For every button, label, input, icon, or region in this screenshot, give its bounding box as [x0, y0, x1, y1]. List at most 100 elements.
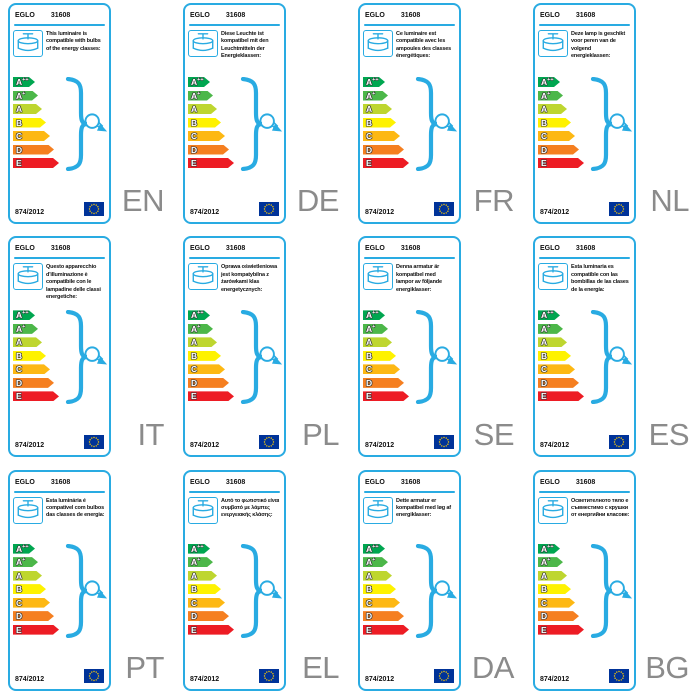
energy-class-arrow: D [363, 611, 404, 621]
language-code: NL [650, 183, 689, 219]
energy-arrow-list: A ++ A + A B C D E [188, 544, 284, 635]
card-body: Αυτό το φωτιστικό είναι συμβατό με λάμπε… [185, 493, 284, 542]
card-header: EGLO 31608 [360, 472, 459, 489]
energy-class-sup: ++ [22, 543, 29, 550]
energy-scale: A ++ A + A B C D E [363, 543, 459, 638]
energy-class-arrow: B [188, 118, 221, 128]
energy-class-arrow: E [538, 625, 584, 635]
language-code: FR [473, 183, 515, 219]
compatibility-text: Esta luminária é compatível com bulbos d… [46, 497, 105, 519]
regulation-number: 874/2012 [190, 675, 220, 683]
energy-class-arrow: A [13, 104, 42, 114]
energy-arrow-list: A ++ A + A B C D E [188, 77, 284, 168]
energy-class-arrow: A [188, 337, 217, 347]
brand-text: EGLO [190, 245, 210, 253]
bulb-arrow-icon [609, 346, 633, 365]
compatibility-text: Diese Leuchte ist kompatibel mit den Leu… [221, 31, 269, 60]
energy-scale: A ++ A + A B C D E [188, 543, 284, 638]
energy-class-letter: B [366, 350, 373, 361]
energy-class-sup: ++ [547, 77, 554, 83]
label-cell: EGLO 31608 Осветителното тяло е съвмести… [525, 467, 700, 700]
energy-class-sup: ++ [372, 77, 379, 83]
bulb-arrow-icon [434, 346, 458, 365]
energy-class-letter: E [366, 624, 372, 635]
regulation-number: 874/2012 [190, 442, 220, 450]
card-footer: 874/2012 [360, 202, 459, 222]
energy-label-card: EGLO 31608 Αυτό το φωτιστικό είναι συμβα… [183, 469, 286, 691]
energy-class-arrow: A + [538, 91, 563, 101]
language-code: IT [137, 416, 164, 452]
language-code: ES [648, 416, 690, 452]
energy-class-letter: B [541, 350, 548, 361]
energy-class-letter: A [191, 543, 198, 554]
energy-class-arrow: C [13, 131, 50, 141]
energy-class-arrow: A ++ [13, 77, 35, 87]
bulb-arrow-icon [434, 580, 458, 599]
bulb-arrow-icon [84, 580, 108, 599]
card-header: EGLO 31608 [10, 5, 109, 22]
energy-class-letter: A [366, 337, 373, 348]
header-divider [539, 24, 630, 26]
energy-class-arrow: B [363, 584, 396, 594]
brand-text: EGLO [365, 478, 385, 486]
energy-class-letter: A [191, 570, 198, 581]
card-header: EGLO 31608 [10, 238, 109, 255]
energy-class-letter: A [541, 90, 548, 101]
energy-class-letter: D [541, 611, 548, 622]
energy-class-sup: + [547, 323, 551, 330]
energy-class-letter: D [366, 377, 373, 388]
header-divider [14, 490, 105, 493]
model-number: 31608 [575, 12, 596, 19]
energy-class-sup: + [197, 323, 201, 330]
energy-class-letter: A [16, 543, 23, 554]
energy-class-letter: A [16, 557, 23, 568]
energy-class-letter: A [366, 543, 373, 554]
energy-class-arrow: A [538, 571, 567, 581]
energy-class-arrow: C [538, 364, 575, 374]
label-cell: EGLO 31608 Deze lamp is geschikt voor pe… [525, 0, 700, 233]
pendant-lamp-icon [13, 30, 43, 57]
model-number: 31608 [50, 12, 71, 19]
card-body: Questo apparecchio d'illuminazione è com… [10, 259, 109, 308]
energy-class-letter: C [191, 364, 198, 375]
regulation-number: 874/2012 [15, 442, 45, 450]
energy-class-arrow: C [538, 598, 575, 608]
card-footer: 874/2012 [185, 668, 284, 689]
energy-class-letter: D [541, 377, 548, 388]
energy-class-letter: A [16, 104, 23, 114]
energy-class-arrow: B [188, 584, 221, 594]
energy-class-sup: + [547, 90, 551, 97]
energy-class-arrow: C [13, 364, 50, 374]
bulb-arrow-icon [84, 113, 108, 132]
energy-class-arrow: A + [188, 91, 213, 101]
language-code: DA [471, 649, 515, 685]
eu-flag-icon [609, 202, 629, 216]
energy-class-letter: D [16, 144, 23, 155]
energy-class-arrow: A ++ [188, 77, 210, 87]
card-footer: 874/2012 [360, 668, 459, 689]
energy-class-arrow: A ++ [188, 310, 210, 320]
energy-class-letter: A [366, 323, 373, 334]
card-body: This luminaire is compatible with bulbs … [10, 26, 109, 75]
energy-class-letter: A [366, 557, 373, 568]
energy-class-letter: B [366, 117, 373, 128]
card-header: EGLO 31608 [535, 472, 634, 489]
energy-class-letter: A [191, 104, 198, 114]
compatibility-text: Deze lamp is geschikt voor peren van de … [571, 31, 626, 60]
energy-class-sup: ++ [372, 543, 379, 550]
compatibility-text: Denna armatur är kompatibel med lampor a… [396, 264, 442, 293]
energy-class-arrow: A + [363, 557, 388, 567]
energy-class-letter: C [366, 131, 373, 141]
energy-class-arrow: C [188, 598, 225, 608]
energy-class-sup: ++ [197, 543, 204, 550]
energy-scale: A ++ A + A B C D E [13, 77, 109, 171]
eu-flag-icon [259, 435, 279, 450]
energy-class-arrow: D [13, 378, 54, 388]
card-header: EGLO 31608 [535, 5, 634, 22]
eu-flag-icon [259, 202, 279, 216]
brand-text: EGLO [540, 245, 560, 253]
pendant-lamp-icon [13, 496, 43, 524]
energy-class-arrow: A + [538, 557, 563, 567]
bulb-arrow-icon [259, 346, 283, 365]
bulb-arrow-icon [434, 113, 458, 132]
